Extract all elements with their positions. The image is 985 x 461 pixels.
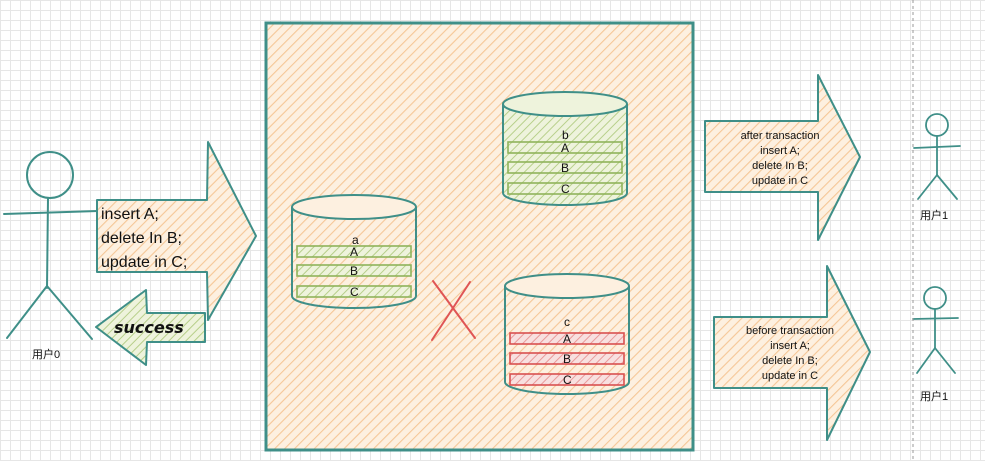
database-a-row-a-label: A (350, 245, 358, 259)
database-b-row-b-label: B (561, 161, 569, 175)
database-a-row-c-label: C (350, 285, 359, 299)
database-c-row-a (509, 332, 625, 345)
database-b: b A B C (502, 91, 628, 206)
database-a: a A B C (291, 194, 417, 309)
database-c-row-b-label: B (563, 352, 571, 366)
user0-head (26, 151, 74, 199)
user0-body (46, 197, 49, 289)
user1-bottom-figure (912, 286, 959, 374)
database-b-row-c-label: C (561, 182, 570, 196)
database-a-row-b-label: B (350, 264, 358, 278)
request-line-3: update in C; (101, 254, 187, 271)
user0-arms (3, 210, 99, 215)
database-b-row-a-label: A (561, 141, 569, 155)
after-transaction-arrow: after transaction insert A; delete In B;… (704, 74, 861, 241)
database-c-row-a-label: A (563, 332, 571, 346)
after-msg-line-3: delete In B; (752, 160, 808, 172)
after-msg-line-4: update in C (752, 175, 808, 187)
before-msg-line-1: before transaction (746, 325, 834, 337)
before-transaction-arrow: before transaction insert A; delete In B… (713, 265, 871, 441)
database-a-row-a (296, 245, 412, 258)
after-msg-line-2: insert A; (760, 145, 800, 157)
x-icon (431, 280, 476, 341)
user0-right-leg (46, 285, 93, 340)
database-c-name: c (564, 315, 570, 329)
database-c-row-b (509, 352, 625, 365)
database-a-name: a (352, 233, 359, 247)
user0-label: 用户0 (32, 347, 60, 361)
request-arrow: insert A; delete In B; update in C; (96, 141, 257, 321)
database-b-name: b (562, 128, 569, 142)
database-a-row-b (296, 264, 412, 277)
database-c-row-c (509, 373, 625, 386)
database-b-row-b (507, 161, 623, 174)
user1-top-label: 用户1 (920, 208, 948, 222)
database-b-row-a (507, 141, 623, 154)
request-line-2: delete In B; (101, 230, 182, 247)
user0-left-leg (6, 285, 48, 339)
before-msg-line-2: insert A; (770, 340, 810, 352)
user1-top-figure (913, 113, 961, 200)
success-arrow: success (95, 289, 206, 366)
before-msg-line-3: delete In B; (762, 355, 818, 367)
before-msg-line-4: update in C (762, 370, 818, 382)
database-a-row-c (296, 285, 412, 298)
request-line-1: insert A; (101, 206, 159, 223)
database-c: c A B C (504, 273, 630, 395)
user1-bottom-label: 用户1 (920, 389, 948, 403)
after-msg-line-1: after transaction (741, 130, 820, 142)
success-label: success (114, 318, 184, 337)
user0-figure (3, 151, 99, 340)
database-b-row-c (507, 182, 623, 195)
database-c-row-c-label: C (563, 373, 572, 387)
